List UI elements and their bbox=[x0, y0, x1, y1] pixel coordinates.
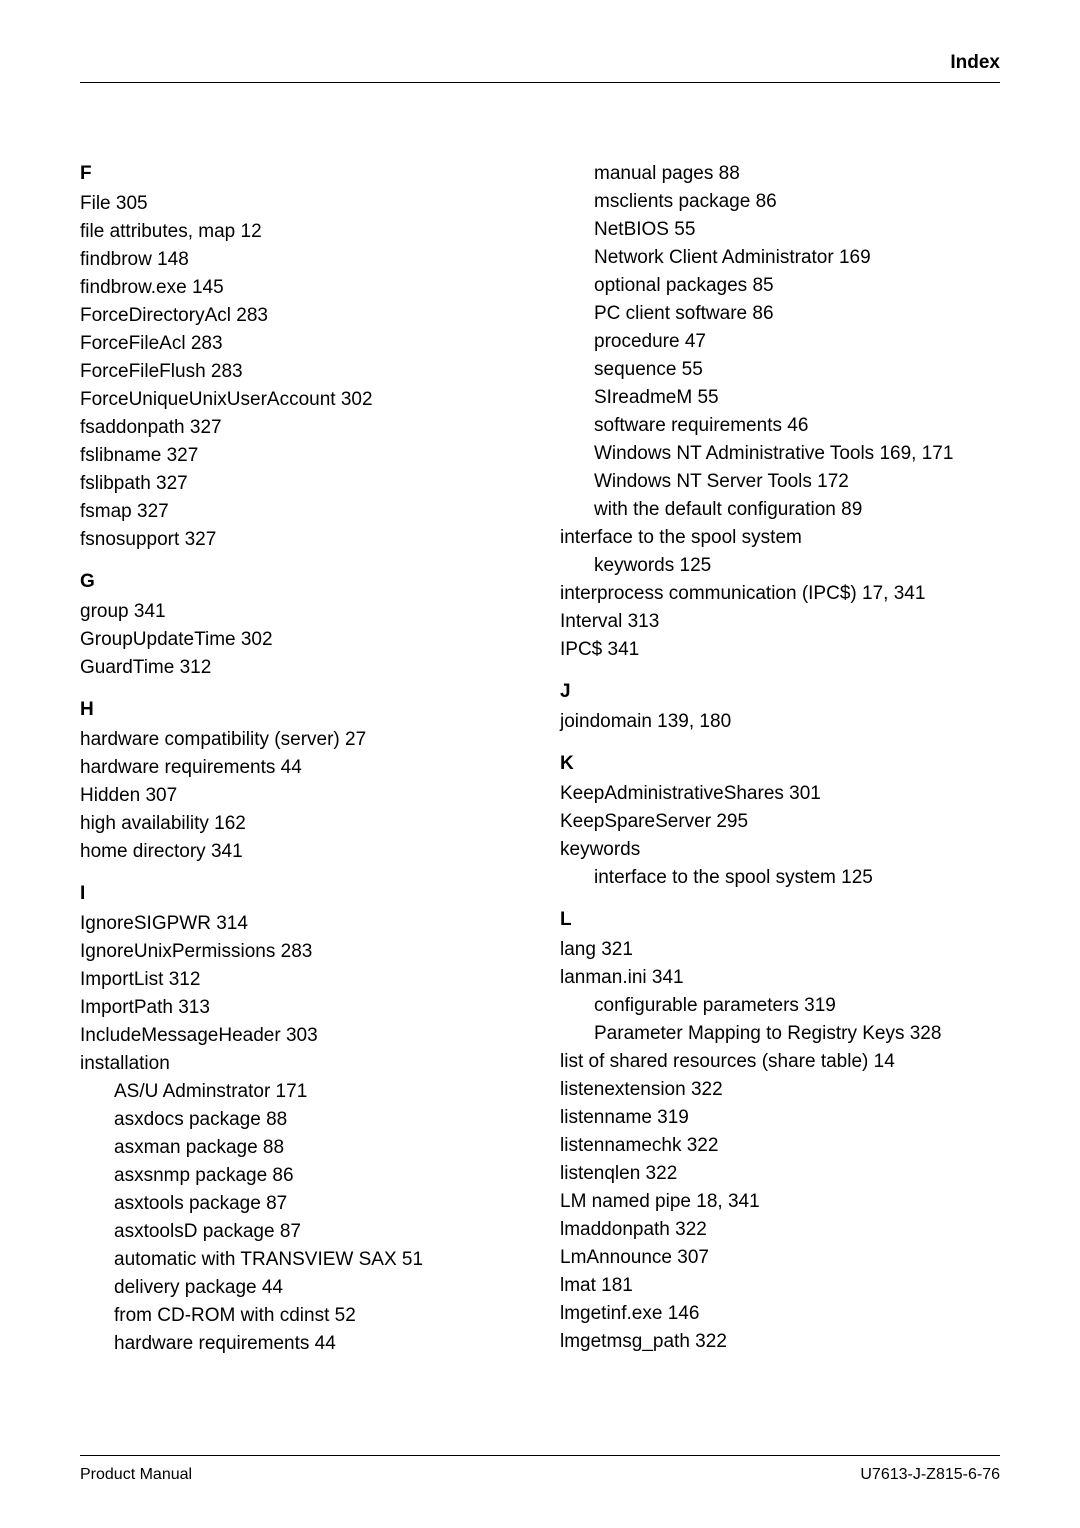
index-subentry: NetBIOS 55 bbox=[560, 216, 1000, 244]
index-subentry: asxsnmp package 86 bbox=[80, 1162, 520, 1190]
index-entry: IgnoreSIGPWR 314 bbox=[80, 910, 520, 938]
index-section-head: H bbox=[80, 696, 520, 724]
index-subentry: keywords 125 bbox=[560, 552, 1000, 580]
index-subentry: optional packages 85 bbox=[560, 272, 1000, 300]
index-columns: FFile 305file attributes, map 12findbrow… bbox=[80, 160, 1000, 1358]
index-section-head: K bbox=[560, 750, 1000, 778]
index-subentry: with the default configuration 89 bbox=[560, 496, 1000, 524]
index-entry: ForceDirectoryAcl 283 bbox=[80, 302, 520, 330]
index-subentry: AS/U Adminstrator 171 bbox=[80, 1078, 520, 1106]
index-section-head: I bbox=[80, 880, 520, 908]
index-entry: IgnoreUnixPermissions 283 bbox=[80, 938, 520, 966]
index-entry: File 305 bbox=[80, 190, 520, 218]
index-entry: lmgetinf.exe 146 bbox=[560, 1300, 1000, 1328]
index-entry: high availability 162 bbox=[80, 810, 520, 838]
index-entry: lmgetmsg_path 322 bbox=[560, 1328, 1000, 1356]
index-entry: listennamechk 322 bbox=[560, 1132, 1000, 1160]
index-subentry: asxtoolsD package 87 bbox=[80, 1218, 520, 1246]
index-entry: group 341 bbox=[80, 598, 520, 626]
index-entry: listenextension 322 bbox=[560, 1076, 1000, 1104]
index-entry: IncludeMessageHeader 303 bbox=[80, 1022, 520, 1050]
header-rule bbox=[80, 82, 1000, 83]
index-subentry: sequence 55 bbox=[560, 356, 1000, 384]
index-subentry: interface to the spool system 125 bbox=[560, 864, 1000, 892]
index-column-right: manual pages 88msclients package 86NetBI… bbox=[560, 160, 1000, 1358]
index-subentry: Parameter Mapping to Registry Keys 328 bbox=[560, 1020, 1000, 1048]
index-entry: listenqlen 322 bbox=[560, 1160, 1000, 1188]
index-entry: interprocess communication (IPC$) 17, 34… bbox=[560, 580, 1000, 608]
index-subentry: software requirements 46 bbox=[560, 412, 1000, 440]
index-subentry: procedure 47 bbox=[560, 328, 1000, 356]
index-entry: interface to the spool system bbox=[560, 524, 1000, 552]
index-entry: file attributes, map 12 bbox=[80, 218, 520, 246]
index-subentry: msclients package 86 bbox=[560, 188, 1000, 216]
index-subentry: asxdocs package 88 bbox=[80, 1106, 520, 1134]
index-entry: ForceFileAcl 283 bbox=[80, 330, 520, 358]
index-entry: ForceFileFlush 283 bbox=[80, 358, 520, 386]
index-entry: GuardTime 312 bbox=[80, 654, 520, 682]
footer-rule bbox=[80, 1455, 1000, 1456]
footer-right: U7613-J-Z815-6-76 bbox=[860, 1466, 1000, 1484]
index-entry: KeepAdministrativeShares 301 bbox=[560, 780, 1000, 808]
index-subentry: configurable parameters 319 bbox=[560, 992, 1000, 1020]
index-entry: Hidden 307 bbox=[80, 782, 520, 810]
index-entry: fslibname 327 bbox=[80, 442, 520, 470]
index-entry: home directory 341 bbox=[80, 838, 520, 866]
index-entry: joindomain 139, 180 bbox=[560, 708, 1000, 736]
index-entry: keywords bbox=[560, 836, 1000, 864]
index-entry: installation bbox=[80, 1050, 520, 1078]
index-entry: fsmap 327 bbox=[80, 498, 520, 526]
index-subentry: asxtools package 87 bbox=[80, 1190, 520, 1218]
index-entry: list of shared resources (share table) 1… bbox=[560, 1048, 1000, 1076]
index-entry: lmaddonpath 322 bbox=[560, 1216, 1000, 1244]
index-page: Index FFile 305file attributes, map 12fi… bbox=[0, 0, 1080, 1528]
index-entry: hardware compatibility (server) 27 bbox=[80, 726, 520, 754]
index-subentry: PC client software 86 bbox=[560, 300, 1000, 328]
index-subentry: manual pages 88 bbox=[560, 160, 1000, 188]
footer-left: Product Manual bbox=[80, 1466, 192, 1484]
index-entry: findbrow.exe 145 bbox=[80, 274, 520, 302]
index-entry: ImportPath 313 bbox=[80, 994, 520, 1022]
index-entry: LmAnnounce 307 bbox=[560, 1244, 1000, 1272]
index-subentry: from CD-ROM with cdinst 52 bbox=[80, 1302, 520, 1330]
page-header-title: Index bbox=[950, 52, 1000, 74]
index-entry: lanman.ini 341 bbox=[560, 964, 1000, 992]
index-entry: IPC$ 341 bbox=[560, 636, 1000, 664]
index-column-left: FFile 305file attributes, map 12findbrow… bbox=[80, 160, 520, 1358]
index-entry: findbrow 148 bbox=[80, 246, 520, 274]
index-entry: KeepSpareServer 295 bbox=[560, 808, 1000, 836]
index-subentry: SIreadmeM 55 bbox=[560, 384, 1000, 412]
index-section-head: L bbox=[560, 906, 1000, 934]
index-subentry: Windows NT Administrative Tools 169, 171 bbox=[560, 440, 1000, 468]
index-entry: fslibpath 327 bbox=[80, 470, 520, 498]
index-section-head: J bbox=[560, 678, 1000, 706]
index-entry: lang 321 bbox=[560, 936, 1000, 964]
index-entry: LM named pipe 18, 341 bbox=[560, 1188, 1000, 1216]
index-section-head: F bbox=[80, 160, 520, 188]
index-entry: ImportList 312 bbox=[80, 966, 520, 994]
index-section-head: G bbox=[80, 568, 520, 596]
index-entry: hardware requirements 44 bbox=[80, 754, 520, 782]
index-subentry: Windows NT Server Tools 172 bbox=[560, 468, 1000, 496]
index-subentry: automatic with TRANSVIEW SAX 51 bbox=[80, 1246, 520, 1274]
index-entry: GroupUpdateTime 302 bbox=[80, 626, 520, 654]
index-entry: Interval 313 bbox=[560, 608, 1000, 636]
index-entry: fsnosupport 327 bbox=[80, 526, 520, 554]
index-subentry: hardware requirements 44 bbox=[80, 1330, 520, 1358]
index-subentry: Network Client Administrator 169 bbox=[560, 244, 1000, 272]
index-entry: fsaddonpath 327 bbox=[80, 414, 520, 442]
index-subentry: delivery package 44 bbox=[80, 1274, 520, 1302]
index-entry: lmat 181 bbox=[560, 1272, 1000, 1300]
index-entry: listenname 319 bbox=[560, 1104, 1000, 1132]
index-subentry: asxman package 88 bbox=[80, 1134, 520, 1162]
index-entry: ForceUniqueUnixUserAccount 302 bbox=[80, 386, 520, 414]
